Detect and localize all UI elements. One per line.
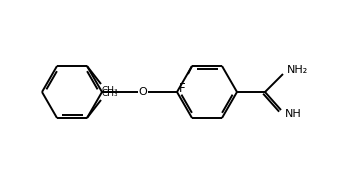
Text: NH: NH — [285, 109, 302, 119]
Text: NH₂: NH₂ — [287, 65, 308, 75]
Text: O: O — [139, 87, 147, 97]
Text: CH₃: CH₃ — [102, 86, 119, 95]
Text: CH₃: CH₃ — [102, 89, 119, 98]
Text: F: F — [179, 82, 185, 95]
